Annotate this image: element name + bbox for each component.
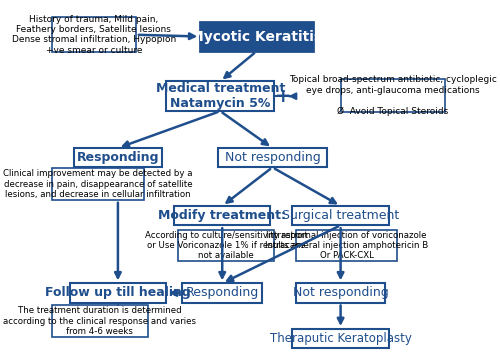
Text: The treatment duration is determined
according to the clinical response and vari: The treatment duration is determined acc… <box>4 306 196 336</box>
FancyBboxPatch shape <box>296 230 397 261</box>
Text: +: + <box>275 87 291 106</box>
FancyBboxPatch shape <box>174 206 270 225</box>
Text: Mycotic Keratitis: Mycotic Keratitis <box>190 29 322 44</box>
Text: Medical treatment
Natamycin 5%: Medical treatment Natamycin 5% <box>156 82 285 110</box>
FancyBboxPatch shape <box>182 283 262 303</box>
Text: Responding: Responding <box>76 151 159 164</box>
Text: Not responding: Not responding <box>292 286 388 299</box>
Text: Not responding: Not responding <box>224 151 320 164</box>
Text: Modify treatment:: Modify treatment: <box>158 209 286 222</box>
Text: History of trauma, Mild pain,
Feathery borders, Satellite lesions
Dense stromal : History of trauma, Mild pain, Feathery b… <box>12 15 176 55</box>
FancyBboxPatch shape <box>296 283 384 303</box>
FancyBboxPatch shape <box>70 283 166 303</box>
FancyBboxPatch shape <box>218 148 326 167</box>
FancyBboxPatch shape <box>166 81 274 111</box>
FancyBboxPatch shape <box>292 206 388 225</box>
FancyBboxPatch shape <box>200 22 312 51</box>
FancyBboxPatch shape <box>74 148 162 167</box>
FancyBboxPatch shape <box>52 17 136 52</box>
FancyBboxPatch shape <box>178 230 274 261</box>
Text: Follow up till healing: Follow up till healing <box>45 286 191 299</box>
Text: Clinical improvement may be detected by a
decrease in pain, disappearance of sat: Clinical improvement may be detected by … <box>3 169 192 199</box>
FancyBboxPatch shape <box>292 329 388 348</box>
Text: Intrastromal injection of voriconazole
Intracameral injection amphotericin B
Or : Intrastromal injection of voriconazole I… <box>265 230 428 261</box>
Text: Responding: Responding <box>186 286 259 299</box>
FancyBboxPatch shape <box>52 168 144 200</box>
Text: Theraputic Keratoplasty: Theraputic Keratoplasty <box>270 332 412 345</box>
FancyBboxPatch shape <box>340 79 445 112</box>
Text: Topical broad-spectrum antibiotic, cycloplegic
eye drops, anti-glaucoma medicati: Topical broad-spectrum antibiotic, cyclo… <box>289 75 496 115</box>
Text: According to culture/sensitivity report
or Use Voriconazole 1% if results are
no: According to culture/sensitivity report … <box>145 230 308 261</box>
FancyBboxPatch shape <box>52 305 148 337</box>
Text: Surgical treatment: Surgical treatment <box>282 209 399 222</box>
